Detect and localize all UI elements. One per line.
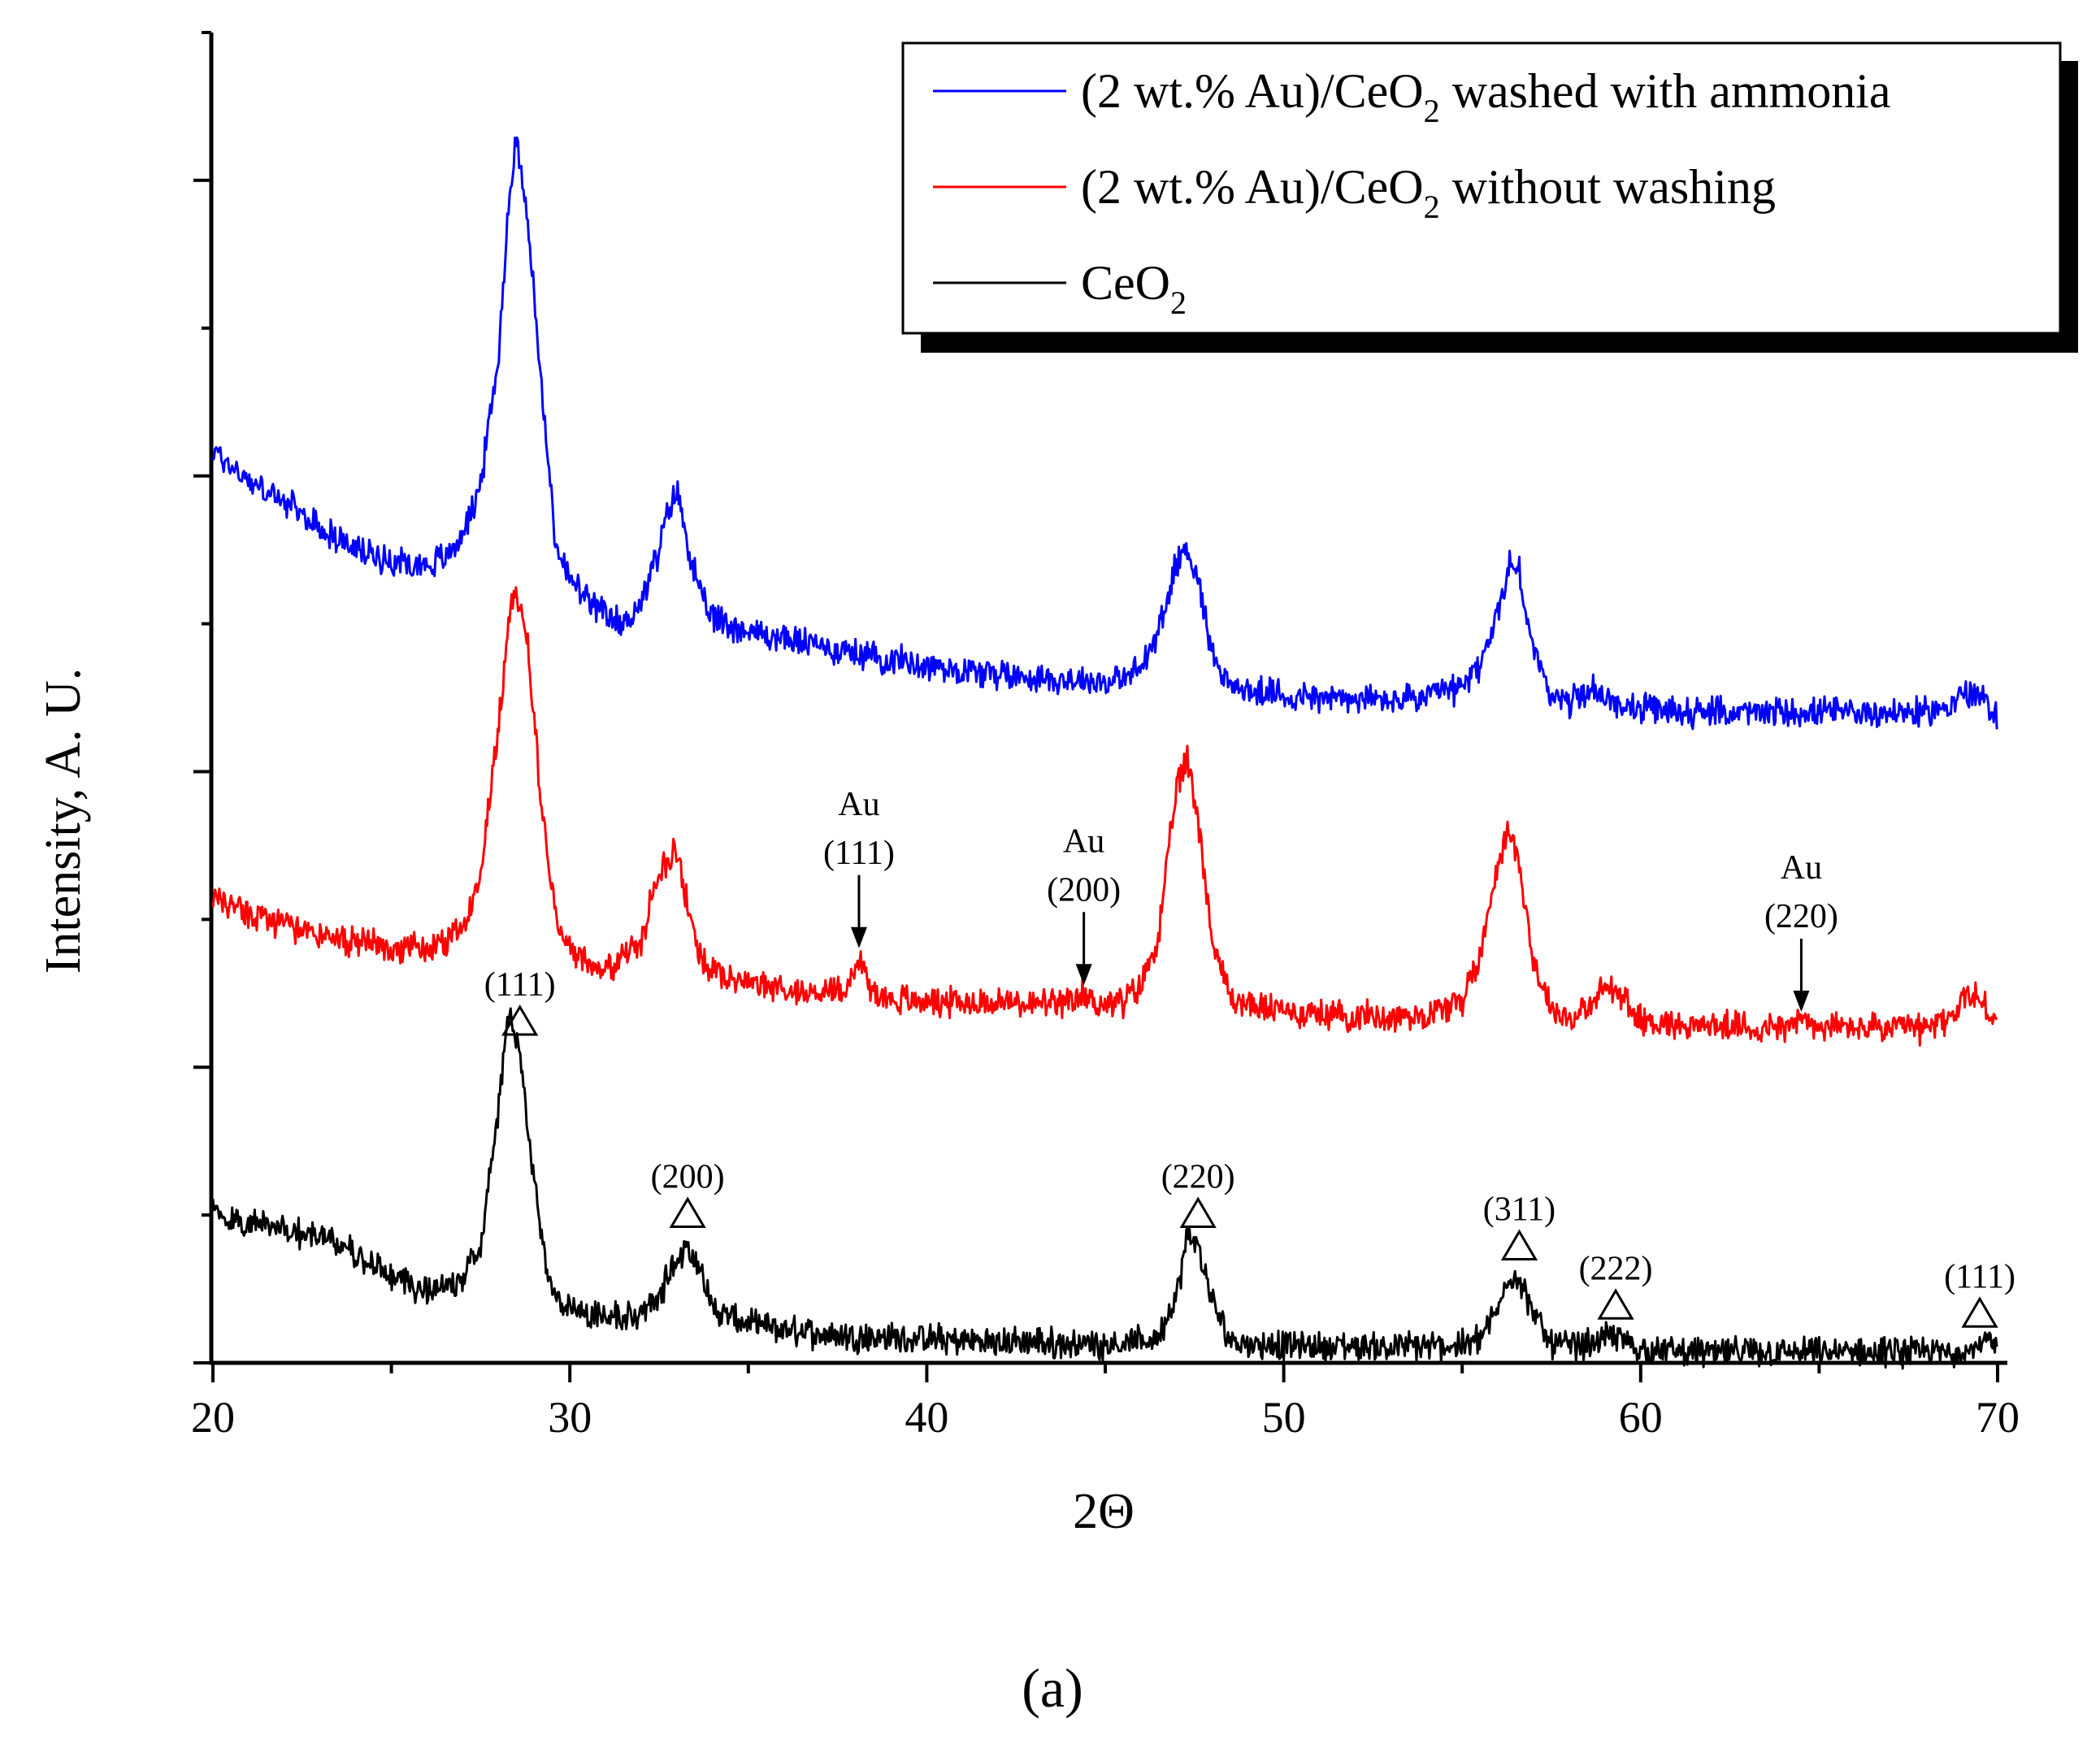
hkl-label: (222)	[1579, 1250, 1653, 1287]
au-hkl-label: (111)	[823, 835, 895, 872]
au-arrow-head	[850, 926, 867, 948]
annotations: (111) (200) (220) (311) (222) (111)	[484, 966, 2015, 1328]
x-tick-label: 70	[1976, 1393, 2020, 1442]
peak-triangle-marker	[1179, 1196, 1217, 1228]
x-tick-label: 60	[1619, 1393, 1663, 1442]
peak-triangle-marker	[501, 1004, 539, 1036]
series-line-1	[211, 136, 1998, 731]
hkl-label: (200)	[651, 1158, 725, 1195]
legend-label: (2 wt.% Au)/CeO2 washed with ammonia	[1081, 64, 1891, 129]
x-axis-title: 2Θ	[1073, 1484, 1135, 1539]
x-ticks	[211, 1363, 1999, 1382]
series-line-3	[211, 1007, 1998, 1370]
series-group	[211, 136, 1998, 1370]
legend-label: (2 wt.% Au)/CeO2 without washing	[1081, 160, 1776, 225]
x-tick-label: 20	[191, 1393, 235, 1442]
series-line-2	[211, 586, 1998, 1047]
peak-triangle-marker	[1500, 1229, 1538, 1261]
x-tick-label: 40	[905, 1393, 948, 1442]
peak-triangle-marker	[1961, 1296, 1998, 1328]
hkl-label: (311)	[1483, 1191, 1555, 1229]
hkl-label: (220)	[1161, 1158, 1235, 1195]
au-element-label: Au	[1781, 849, 1822, 887]
au-arrow-head	[1793, 991, 1810, 1013]
legend-label: CeO2	[1081, 256, 1187, 321]
peak-triangle-marker	[669, 1196, 706, 1228]
au-element-label: Au	[1063, 822, 1104, 860]
au-arrow-head	[1075, 964, 1092, 986]
hkl-label: (111)	[484, 966, 556, 1004]
au-hkl-label: (220)	[1764, 898, 1838, 935]
x-tick-label: 50	[1262, 1393, 1306, 1442]
plot-area: 20 30 40 50 60 70 (111)(200) (220)(311)(222) (1…	[191, 31, 2020, 1442]
hkl-label: (111)	[1944, 1258, 2015, 1295]
au-element-label: Au	[838, 786, 879, 823]
y-ticks	[193, 31, 211, 1364]
peak-triangle-marker	[1597, 1288, 1634, 1320]
x-tick-labels: 20 30 40 50 60 70	[191, 1393, 2020, 1442]
legend-items: (2 wt.% Au)/CeO2 washed with ammonia (2 w…	[933, 64, 1891, 321]
panel-label: (a)	[1022, 1657, 1083, 1719]
au-annotations: (111) Au (200) Au (220) Au	[823, 786, 1838, 1013]
legend: (2 wt.% Au)/CeO2 washed with ammonia (2 w…	[901, 41, 2078, 353]
au-hkl-label: (200)	[1047, 871, 1121, 909]
x-tick-label: 30	[548, 1393, 592, 1442]
y-axis-title: Intensity, A. U.	[36, 668, 91, 974]
legend-box	[901, 41, 2062, 335]
